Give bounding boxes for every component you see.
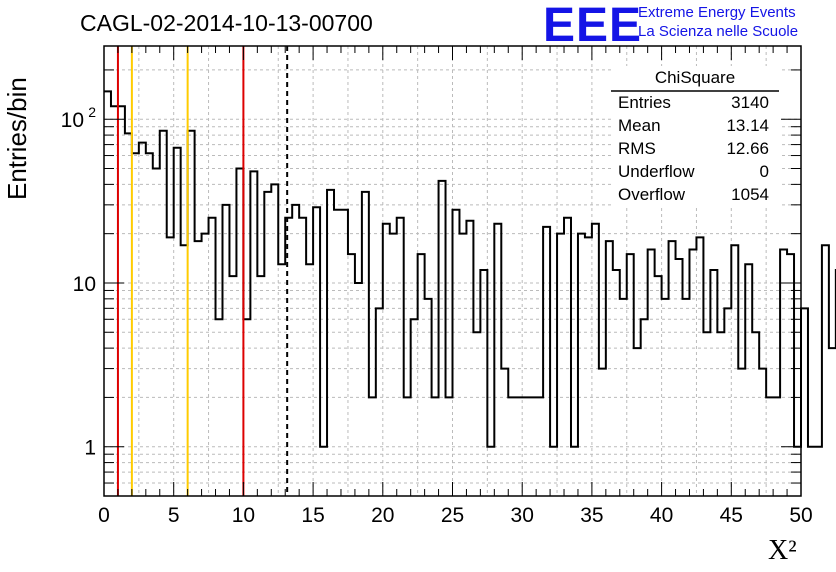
stats-value: 0 — [759, 162, 769, 181]
x-axis-label: X² — [768, 535, 797, 566]
logo-line-2: La Scienza nelle Scuole — [638, 23, 799, 40]
x-tick-label: 10 — [232, 504, 255, 527]
x-tick-label: 0 — [98, 504, 110, 527]
x-tick-label: 45 — [720, 504, 743, 527]
eee-logo: EEE — [543, 0, 643, 52]
histogram-steps — [104, 90, 836, 448]
stats-row: Entries 3140 — [618, 93, 769, 113]
stats-value: 12.66 — [726, 139, 769, 158]
x-tick-label: 35 — [580, 504, 603, 527]
x-tick-label: 20 — [371, 504, 394, 527]
stats-label: Overflow — [618, 185, 686, 204]
stats-row: Underflow 0 — [618, 162, 769, 182]
stats-value: 1054 — [731, 185, 769, 204]
stats-value: 13.14 — [726, 116, 769, 135]
stats-label: Underflow — [618, 162, 695, 181]
x-tick-label: 25 — [441, 504, 464, 527]
stats-title: ChiSquare — [654, 68, 736, 87]
stats-label: Entries — [618, 93, 671, 112]
x-tick-label: 50 — [789, 504, 812, 527]
stats-row: RMS 12.66 — [618, 139, 769, 159]
stats-value: 3140 — [731, 93, 769, 112]
stats-label: RMS — [618, 139, 656, 158]
y-tick-exponent: 2 — [88, 104, 96, 120]
x-tick-label: 30 — [511, 504, 534, 527]
stats-box-bg — [611, 66, 779, 208]
stats-row: Overflow 1054 — [618, 185, 769, 205]
x-tick-label: 5 — [168, 504, 180, 527]
x-tick-label: 40 — [650, 504, 673, 527]
logo-line-1: Extreme Energy Events — [638, 4, 796, 21]
plot-title: CAGL-02-2014-10-13-00700 — [80, 10, 373, 36]
x-tick-label: 15 — [301, 504, 324, 527]
y-tick-label: 10 — [61, 109, 84, 132]
stats-label: Mean — [618, 116, 661, 135]
y-axis-label: Entries/bin — [2, 77, 32, 200]
y-tick-label: 10 — [73, 273, 96, 296]
y-tick-label: 1 — [84, 437, 96, 460]
stats-row: Mean 13.14 — [618, 116, 769, 136]
